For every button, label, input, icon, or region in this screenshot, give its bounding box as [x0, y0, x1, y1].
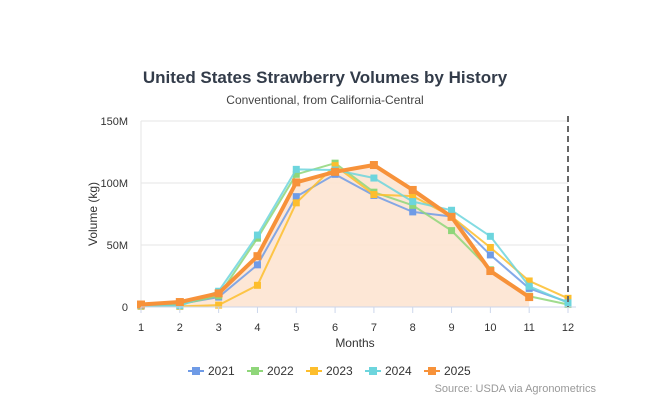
legend-item-2022[interactable]: 2022	[247, 364, 294, 378]
data-point	[486, 243, 494, 251]
source-note: Source: USDA via Agronometrics	[435, 383, 597, 395]
data-point	[409, 208, 417, 216]
y-tick-label: 150M	[100, 116, 128, 128]
series-2025-area	[141, 165, 530, 307]
data-point	[215, 301, 223, 309]
legend-marker	[428, 367, 436, 375]
data-point	[369, 161, 378, 170]
data-point	[137, 300, 145, 309]
legend-label: 2021	[208, 364, 235, 378]
data-point	[331, 162, 339, 170]
x-tick-label: 8	[410, 322, 416, 334]
data-point	[331, 167, 340, 176]
x-tick-label: 4	[254, 322, 260, 334]
x-tick-label: 12	[562, 322, 574, 334]
data-point	[525, 282, 533, 290]
data-point	[409, 201, 417, 209]
legend-label: 2024	[385, 364, 412, 378]
x-tick-label: 11	[523, 322, 534, 334]
legend-item-2025[interactable]: 2025	[424, 364, 471, 378]
x-tick-label: 6	[332, 322, 338, 334]
x-tick-label: 10	[484, 322, 496, 334]
data-point	[447, 212, 456, 221]
data-point	[253, 252, 262, 261]
data-point	[253, 231, 261, 239]
data-point	[409, 198, 417, 206]
x-tick-label: 9	[448, 322, 454, 334]
legend-marker	[251, 367, 259, 375]
legend-label: 2025	[444, 364, 471, 378]
chart-title: United States Strawberry Volumes by Hist…	[143, 68, 508, 87]
legend-marker	[310, 367, 318, 375]
data-point	[448, 206, 456, 214]
x-tick-label: 1	[138, 322, 144, 334]
data-point	[486, 232, 494, 240]
data-point	[525, 293, 534, 302]
data-point	[253, 281, 261, 289]
data-point	[292, 178, 301, 187]
y-tick-label: 50M	[107, 240, 128, 252]
y-axis-label: Volume (kg)	[86, 182, 100, 246]
data-point	[292, 199, 300, 207]
data-point	[292, 170, 300, 178]
legend-label: 2022	[267, 364, 294, 378]
series-2023-line	[141, 164, 569, 308]
data-point	[370, 191, 378, 199]
x-tick-label: 5	[293, 322, 299, 334]
chart-subtitle: Conventional, from California-Central	[226, 93, 423, 107]
data-point	[486, 267, 495, 276]
legend-item-2024[interactable]: 2024	[365, 364, 412, 378]
legend-marker	[192, 367, 200, 375]
legend-marker	[369, 367, 377, 375]
data-point	[175, 298, 184, 307]
x-tick-label: 3	[216, 322, 222, 334]
y-tick-label: 0	[122, 302, 128, 314]
data-point	[370, 174, 378, 182]
x-tick-label: 2	[177, 322, 183, 334]
data-point	[214, 289, 223, 298]
data-point	[292, 193, 300, 201]
data-point	[408, 185, 417, 194]
legend-label: 2023	[326, 364, 353, 378]
x-axis-label: Months	[335, 336, 374, 350]
legend-item-2021[interactable]: 2021	[188, 364, 235, 378]
data-point	[253, 261, 261, 269]
data-point	[564, 299, 572, 307]
data-point	[409, 192, 417, 200]
data-point	[486, 251, 494, 259]
data-point	[292, 165, 300, 173]
legend-item-2023[interactable]: 2023	[306, 364, 353, 378]
data-point	[448, 227, 456, 235]
series-2025	[137, 161, 534, 309]
x-tick-label: 7	[371, 322, 377, 334]
data-point	[525, 277, 533, 285]
y-tick-label: 100M	[100, 178, 128, 190]
